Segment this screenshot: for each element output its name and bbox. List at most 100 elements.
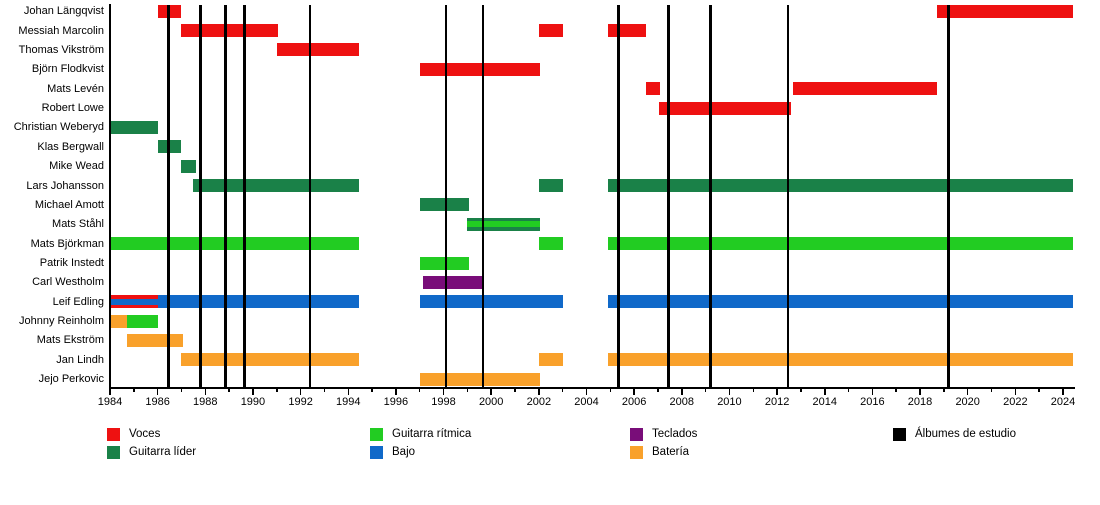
studio-album-line (444, 5, 448, 388)
timeline-bar (181, 159, 196, 173)
x-axis-minor-tick (561, 388, 564, 392)
timeline-bar (111, 295, 158, 309)
studio-album-line (947, 5, 950, 388)
x-axis-minor-tick (847, 388, 850, 392)
x-axis-major-tick (585, 388, 588, 395)
member-label: Mats Björkman (30, 237, 104, 250)
timeline-bar (646, 82, 661, 96)
x-axis-tick-label: 2014 (812, 396, 837, 408)
studio-album-line (667, 5, 670, 388)
x-axis-tick-label: 2000 (478, 396, 504, 408)
x-axis-major-tick (824, 388, 826, 395)
legend-swatch-bajo (370, 446, 383, 459)
timeline-bar (607, 179, 1073, 193)
timeline-bar (538, 24, 563, 38)
timeline-bar (419, 295, 563, 309)
x-axis-tick-label: 2018 (907, 396, 933, 408)
timeline-bar (276, 43, 359, 57)
x-axis-major-tick (490, 388, 492, 395)
member-label: Mats Ståhl (52, 218, 104, 231)
x-axis-tick-label: 1990 (240, 396, 266, 408)
timeline-bar (659, 101, 792, 115)
x-axis-minor-tick (752, 388, 755, 392)
x-axis-major-tick (728, 388, 731, 395)
timeline-bar (157, 295, 359, 309)
x-axis-tick-label: 2008 (669, 396, 695, 408)
legend-label-bateria: Batería (652, 446, 690, 458)
timeline-bar (419, 62, 541, 76)
x-axis-tick-label: 2022 (1003, 396, 1028, 408)
timeline-bar (419, 256, 469, 270)
member-label: Jejo Perkovic (38, 373, 104, 386)
x-axis-minor-tick (800, 388, 802, 392)
member-label: Björn Flodkvist (31, 63, 104, 76)
x-axis-minor-tick (323, 388, 326, 392)
x-axis-minor-tick (704, 388, 707, 392)
x-axis-tick-label: 2024 (1050, 396, 1076, 408)
x-axis-major-tick (538, 388, 540, 395)
x-axis-minor-tick (1038, 388, 1040, 392)
member-label: Robert Lowe (41, 102, 104, 115)
studio-album-line (224, 5, 227, 388)
member-label: Christian Weberyd (13, 121, 104, 134)
member-label: Johan Längqvist (23, 5, 104, 18)
x-axis-major-tick (395, 388, 397, 395)
x-axis-tick-label: 1998 (431, 396, 456, 408)
x-axis-tick-label: 2006 (621, 396, 647, 408)
legend-swatch-guitarra_lider (107, 446, 120, 459)
member-label: Mats Levén (47, 82, 104, 95)
y-axis-line (109, 4, 111, 389)
legend-swatch-guitarra_ritmica (370, 428, 383, 441)
studio-album-line (308, 5, 312, 388)
x-axis-minor-tick (180, 388, 183, 392)
studio-album-line (199, 5, 202, 388)
x-axis-major-tick (204, 388, 207, 395)
member-label: Johnny Reinholm (19, 315, 104, 328)
timeline-bar (111, 120, 158, 134)
member-label: Klas Bergwall (37, 140, 104, 153)
timeline-bar (126, 333, 183, 347)
studio-album-line (481, 5, 485, 388)
legend-swatch-bateria (630, 446, 643, 459)
x-axis-major-tick (347, 388, 349, 395)
x-axis-minor-tick (657, 388, 659, 392)
x-axis-minor-tick (895, 388, 897, 392)
member-label: Mike Wead (49, 160, 104, 173)
member-label: Thomas Vikström (18, 43, 104, 56)
x-axis-tick-label: 2012 (764, 396, 790, 408)
x-axis-major-tick (442, 388, 445, 395)
x-axis-major-tick (252, 388, 254, 395)
legend-label-albumes: Álbumes de estudio (915, 428, 1017, 440)
timeline-bar (111, 314, 127, 328)
studio-album-line (167, 5, 170, 388)
x-axis-major-tick (1014, 388, 1017, 395)
timeline-bar (607, 295, 1073, 309)
x-axis-minor-tick (133, 388, 135, 392)
studio-album-line (243, 5, 246, 388)
legend: Voces Guitarra líder Guitarra rítmica Bajo T… (0, 420, 1100, 505)
timeline-bar (467, 217, 541, 231)
x-axis-tick-label: 1992 (288, 396, 313, 408)
member-label: Michael Amott (34, 198, 104, 211)
timeline-bar (607, 353, 1073, 367)
timeline-bar (607, 237, 1073, 251)
member-label: Leif Edling (52, 295, 104, 308)
studio-album-line (709, 5, 712, 388)
plot-area: Johan Längqvist Messiah Marcolin Thomas Vi… (13, 4, 1076, 408)
x-axis-major-tick (299, 388, 302, 395)
member-label: Mats Ekström (36, 334, 104, 347)
studio-album-line (786, 5, 790, 388)
x-axis-minor-tick (514, 388, 516, 392)
legend-swatch-teclados (630, 428, 643, 441)
timeline-bar (792, 82, 937, 96)
x-axis-tick-label: 2002 (526, 396, 552, 408)
timeline-bar (419, 372, 541, 386)
x-axis-minor-tick (371, 388, 373, 392)
legend-label-guitarra_ritmica: Guitarra rítmica (392, 428, 472, 440)
timeline-bar (126, 314, 158, 328)
timeline-bar-stripe (111, 298, 158, 305)
member-label: Lars Johansson (26, 179, 104, 192)
timeline-bar (111, 237, 359, 251)
x-axis-minor-tick (943, 388, 945, 392)
